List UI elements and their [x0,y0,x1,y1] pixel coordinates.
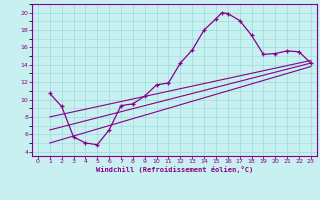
X-axis label: Windchill (Refroidissement éolien,°C): Windchill (Refroidissement éolien,°C) [96,166,253,173]
